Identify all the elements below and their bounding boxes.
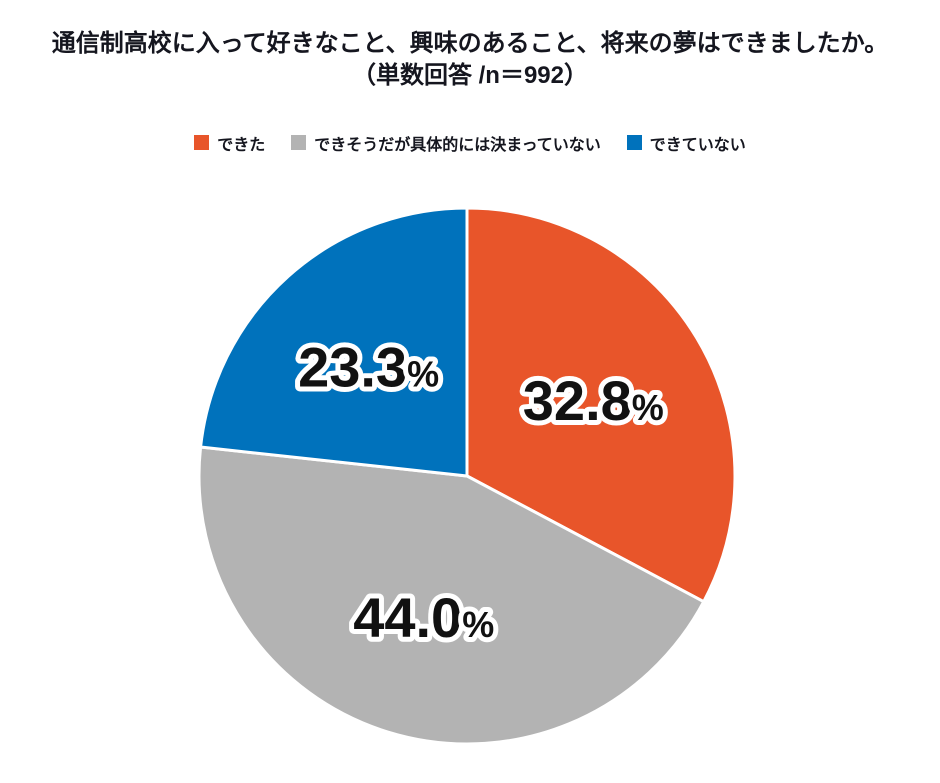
legend-swatch-icon xyxy=(291,135,307,151)
pie-slice-value-label: 32.8% xyxy=(523,369,664,432)
pie-chart-area: 32.8% 44.0% 23.3% xyxy=(0,172,940,783)
legend-item: できそうだが具体的には決まっていない xyxy=(291,131,601,155)
chart-title-line1: 通信制高校に入って好きなこと、興味のあること、将来の夢はできましたか。 xyxy=(51,30,889,57)
legend-label: できていない xyxy=(649,136,746,154)
legend: できた できそうだが具体的には決まっていない できていない xyxy=(0,131,940,155)
legend-item: できた xyxy=(194,131,265,155)
chart-title-line2: （単数回答 /n＝992） xyxy=(351,62,589,90)
pie-slice-value-label: 23.3% xyxy=(298,335,439,398)
legend-label: できそうだが具体的には決まっていない xyxy=(314,136,601,154)
legend-item: できていない xyxy=(626,131,746,155)
pie-slice xyxy=(465,206,737,604)
legend-swatch-icon xyxy=(626,135,642,151)
pie-slice-value-label: 44.0% xyxy=(353,586,494,649)
chart-title: 通信制高校に入って好きなこと、興味のあること、将来の夢はできましたか。 （単数回… xyxy=(0,0,940,93)
legend-swatch-icon xyxy=(194,135,210,151)
pie-slice xyxy=(199,206,469,478)
pie-slice xyxy=(197,445,706,746)
legend-label: できた xyxy=(217,136,266,154)
pie-chart: 32.8% 44.0% 23.3% xyxy=(197,206,737,746)
